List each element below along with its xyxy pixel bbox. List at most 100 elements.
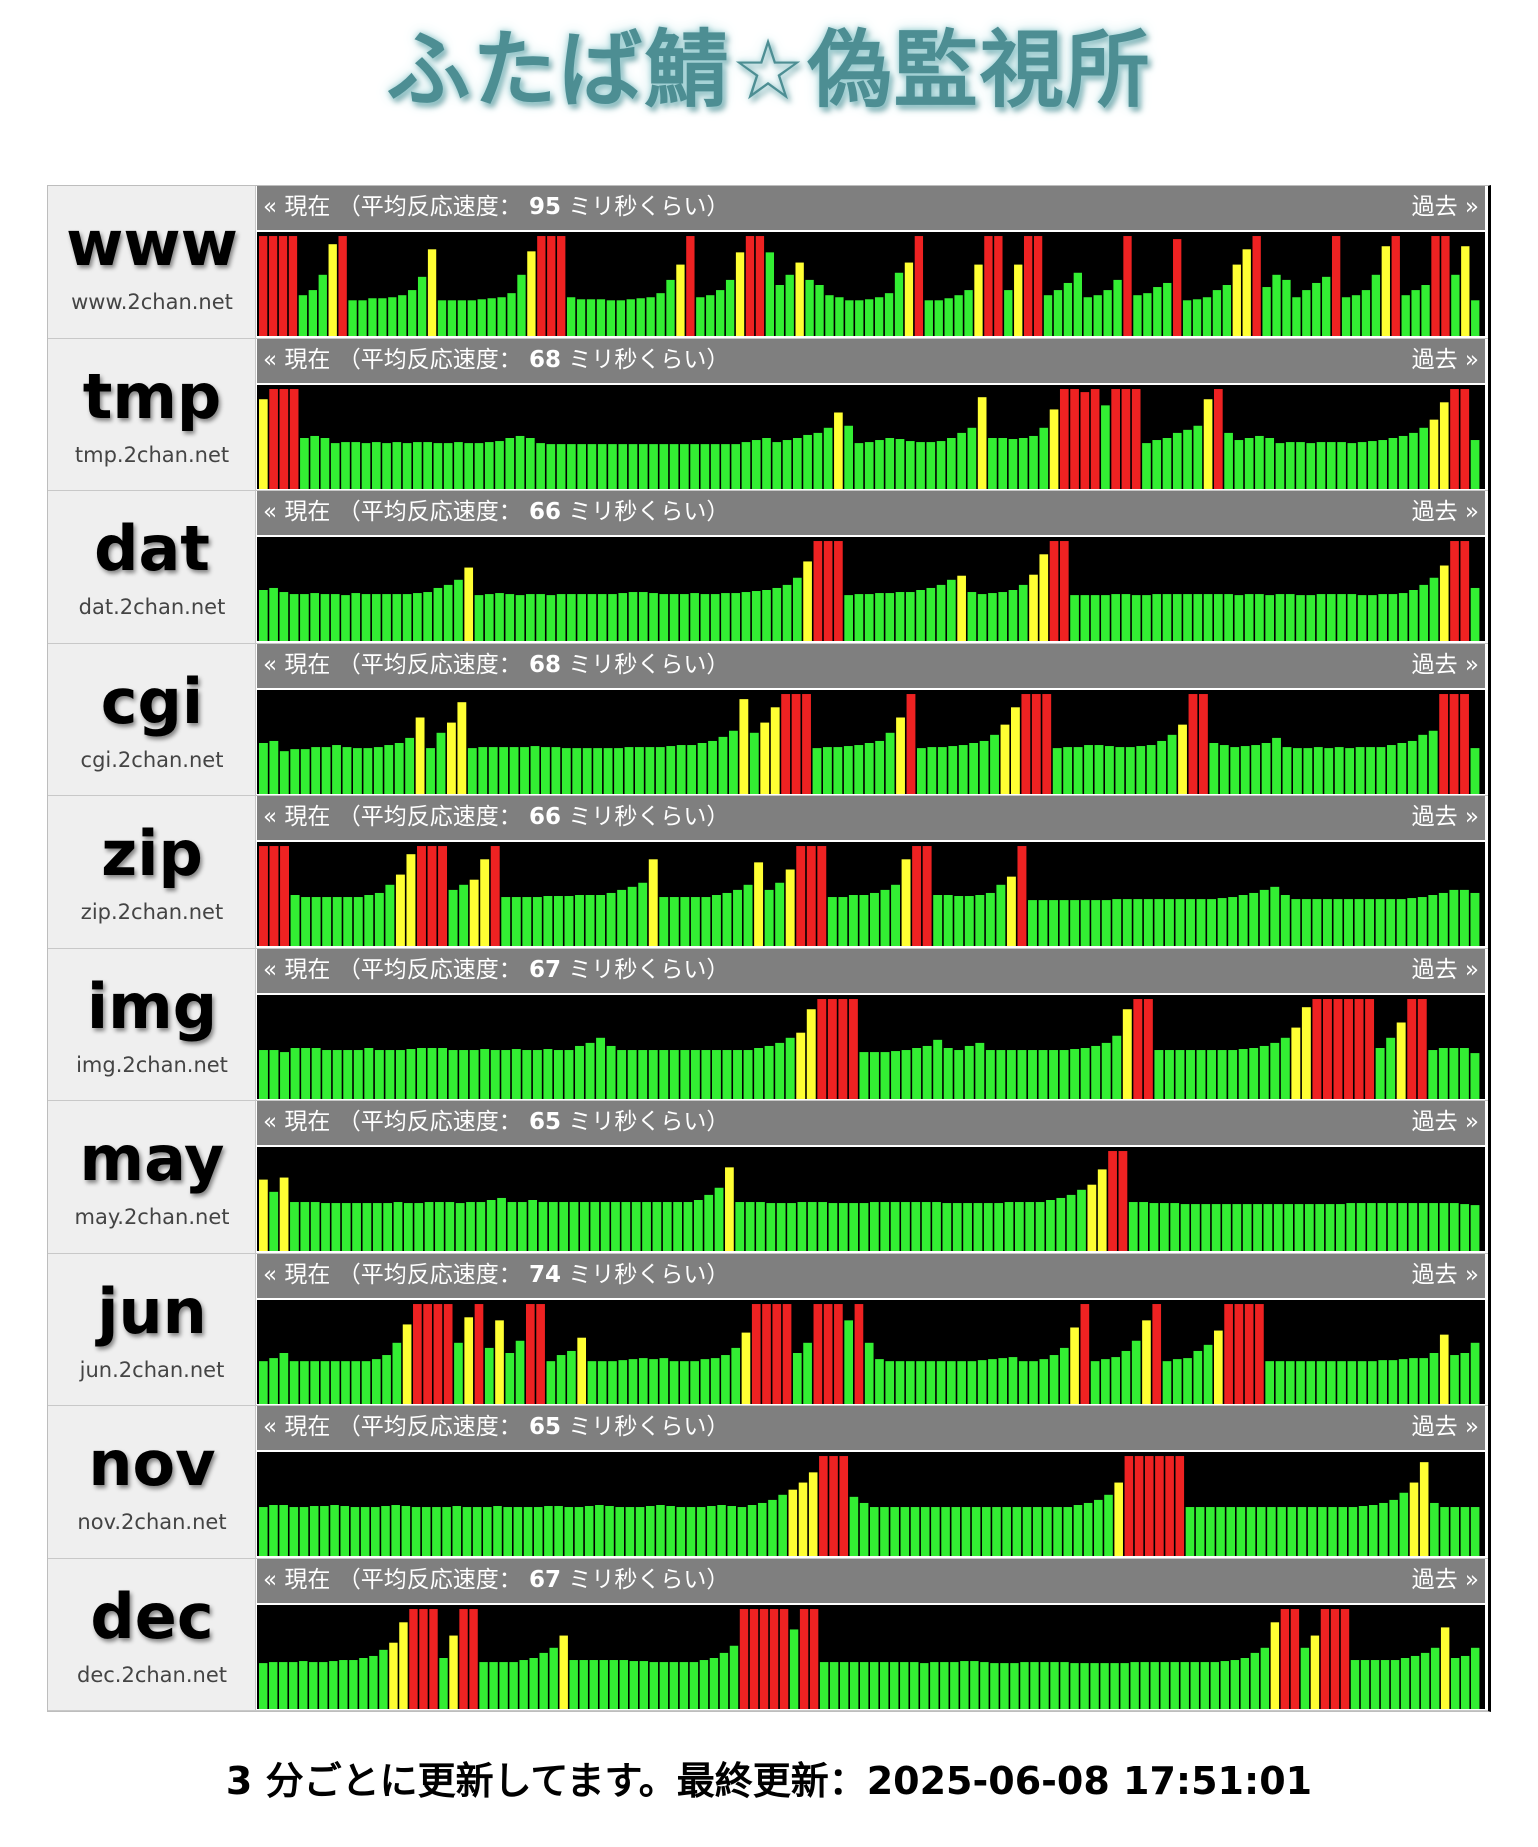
response-bar [741,1332,751,1404]
response-bar [1438,892,1448,946]
response-bar [1228,897,1238,946]
response-bar [1296,441,1305,489]
response-bar [838,998,848,1099]
response-bar [1100,1662,1109,1709]
past-link[interactable]: 過去 » [1411,346,1479,373]
response-bar [1318,1507,1327,1556]
response-bar [859,895,869,946]
response-bar [704,1194,714,1251]
response-bar [596,1037,606,1099]
response-bar [363,747,373,794]
response-bar [990,1662,999,1709]
response-bar [922,1045,932,1099]
status-bar: « 現在 （平均反応速度： 68 ミリ秒くらい） 過去 » [257,643,1485,688]
response-bar [1230,1659,1240,1709]
response-bar [522,1049,532,1099]
response-bar [843,745,853,794]
response-bar [553,896,563,946]
response-bar [996,884,1006,946]
response-bar [618,593,628,641]
response-bar [756,1202,765,1251]
past-link[interactable]: 過去 » [1411,1566,1479,1593]
response-bar [1354,998,1364,1099]
response-bar [488,746,498,794]
response-bar [1199,693,1208,794]
response-bar [669,897,679,946]
current-link[interactable]: « 現在 [263,1414,331,1440]
response-bar [854,594,864,641]
server-name: zip [101,817,203,890]
current-link[interactable]: « 現在 [263,499,331,525]
current-link[interactable]: « 現在 [263,804,331,830]
response-bar [848,895,858,946]
response-bar [544,1506,553,1556]
response-bar [1154,1049,1164,1099]
past-link[interactable]: 過去 » [1411,1261,1479,1288]
response-bar [501,1049,511,1099]
current-link[interactable]: « 現在 [263,1109,331,1135]
response-bar [495,593,504,641]
response-bar [438,846,448,946]
response-bar [1367,1203,1376,1251]
response-bar [1338,1507,1348,1556]
avg-suffix: ミリ秒くらい） [568,1261,730,1288]
current-link[interactable]: « 現在 [263,956,331,983]
response-bar [483,1507,492,1556]
response-bar [505,1352,515,1404]
response-bar [462,1507,472,1556]
server-name: www [66,207,238,280]
server-row-img: img img.2chan.net « 現在 （平均反応速度： 67 ミリ秒くらい）… [48,948,1488,1101]
response-bar [1273,1204,1283,1251]
response-bar [279,1661,288,1709]
response-bar [576,299,586,336]
response-bar [727,1506,737,1556]
current-link[interactable]: « 現在 [263,1261,331,1288]
server-label: cgi cgi.2chan.net [48,643,256,795]
response-bar [1059,1347,1069,1404]
response-bar [330,1360,340,1404]
response-bar [1328,1507,1337,1556]
response-bar [525,437,535,489]
response-bar [1398,1203,1407,1251]
past-link[interactable]: 過去 » [1411,956,1479,983]
response-graph [257,1452,1485,1556]
past-link[interactable]: 過去 » [1411,804,1479,830]
response-bar [409,1608,418,1709]
response-bar [791,693,801,794]
response-bar [611,1202,620,1251]
current-link[interactable]: « 現在 [263,1566,331,1593]
response-bar [1316,1360,1326,1404]
response-bar [1291,1027,1301,1099]
response-bar [1133,899,1143,946]
response-bar [714,1187,724,1251]
response-bar [1070,388,1079,489]
response-bar [710,594,720,641]
current-link[interactable]: « 現在 [263,651,331,678]
response-bar [921,1202,931,1251]
past-link[interactable]: 過去 » [1411,194,1479,220]
response-bar [690,1360,699,1404]
past-link[interactable]: 過去 » [1411,651,1479,678]
response-bar [1411,290,1420,336]
response-bar [941,1507,950,1556]
response-bar [554,1506,563,1556]
response-bar [519,1659,528,1709]
response-bar [725,1167,734,1251]
response-bar [586,299,596,336]
current-link[interactable]: « 現在 [263,194,331,220]
current-link[interactable]: « 現在 [263,346,331,373]
response-bar [1418,1203,1428,1251]
response-bar [575,1045,584,1099]
response-bar [659,1049,669,1099]
response-bar [332,1049,342,1099]
past-link[interactable]: 過去 » [1411,1109,1479,1135]
avg-prefix: （平均反応速度： [337,346,522,373]
response-bar [1294,1204,1304,1251]
response-bar [964,290,973,336]
response-bar [1066,1194,1076,1251]
past-link[interactable]: 過去 » [1411,499,1479,525]
response-bar [1348,1507,1358,1556]
response-bar [940,1661,949,1709]
past-link[interactable]: 過去 » [1411,1414,1479,1440]
server-name: img [86,969,218,1043]
